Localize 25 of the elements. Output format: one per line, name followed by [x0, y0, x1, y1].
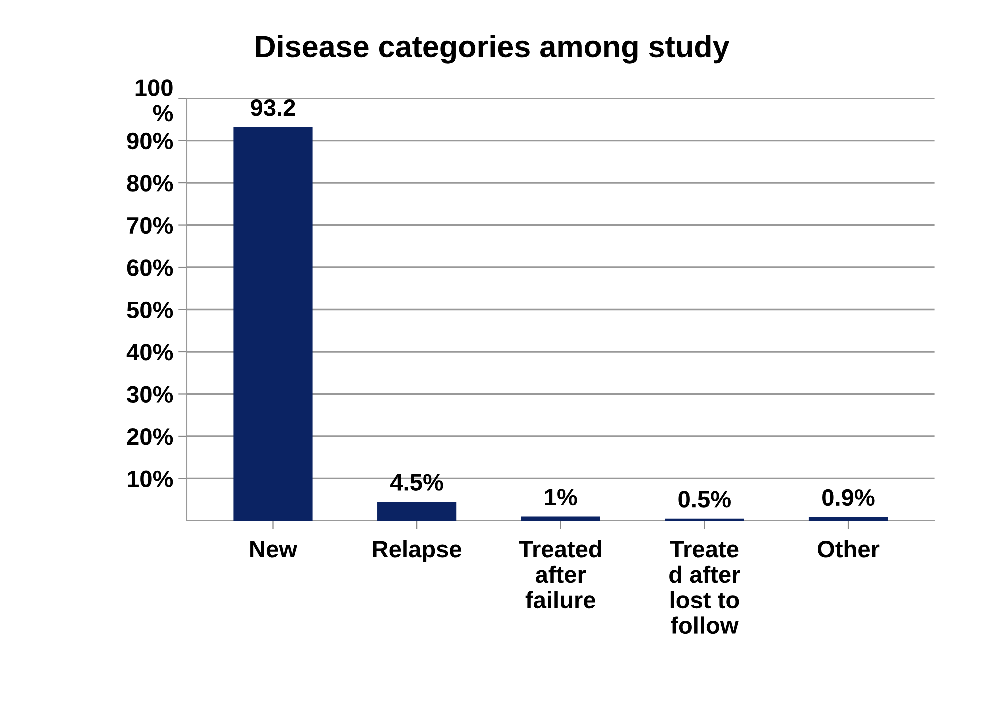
data-label: 0.5% [678, 491, 731, 508]
data-label: 4.5% [390, 474, 444, 491]
y-tick-label: 60% [127, 260, 174, 276]
y-tick-label: 10% [128, 470, 174, 488]
data-label: 1% [545, 489, 578, 506]
bar [521, 516, 600, 521]
y-tick-label: 20% [127, 428, 174, 446]
chart-title: Disease categories among study [256, 35, 730, 64]
bar [234, 127, 313, 521]
bar [378, 502, 457, 521]
y-tick-label: 80% [127, 175, 174, 192]
data-label: 93.2 [251, 100, 296, 116]
y-tick-label: 90% [127, 132, 174, 150]
data-label: 0.9% [822, 489, 875, 506]
bar [808, 517, 888, 521]
x-tick-label: Other [818, 540, 880, 558]
y-tick-label: 100 % [136, 80, 174, 122]
x-tick-label: New [250, 541, 298, 558]
y-tick-label: 30% [127, 386, 174, 404]
y-tick-label: 50% [127, 302, 174, 319]
y-tick-label: 70% [128, 217, 174, 234]
x-tick-label: Treated after failure [519, 540, 602, 609]
y-tick-label: 40% [126, 344, 174, 361]
x-tick-label: Treate d after lost to follow [670, 541, 740, 634]
x-tick-label: Relapse [373, 540, 462, 562]
